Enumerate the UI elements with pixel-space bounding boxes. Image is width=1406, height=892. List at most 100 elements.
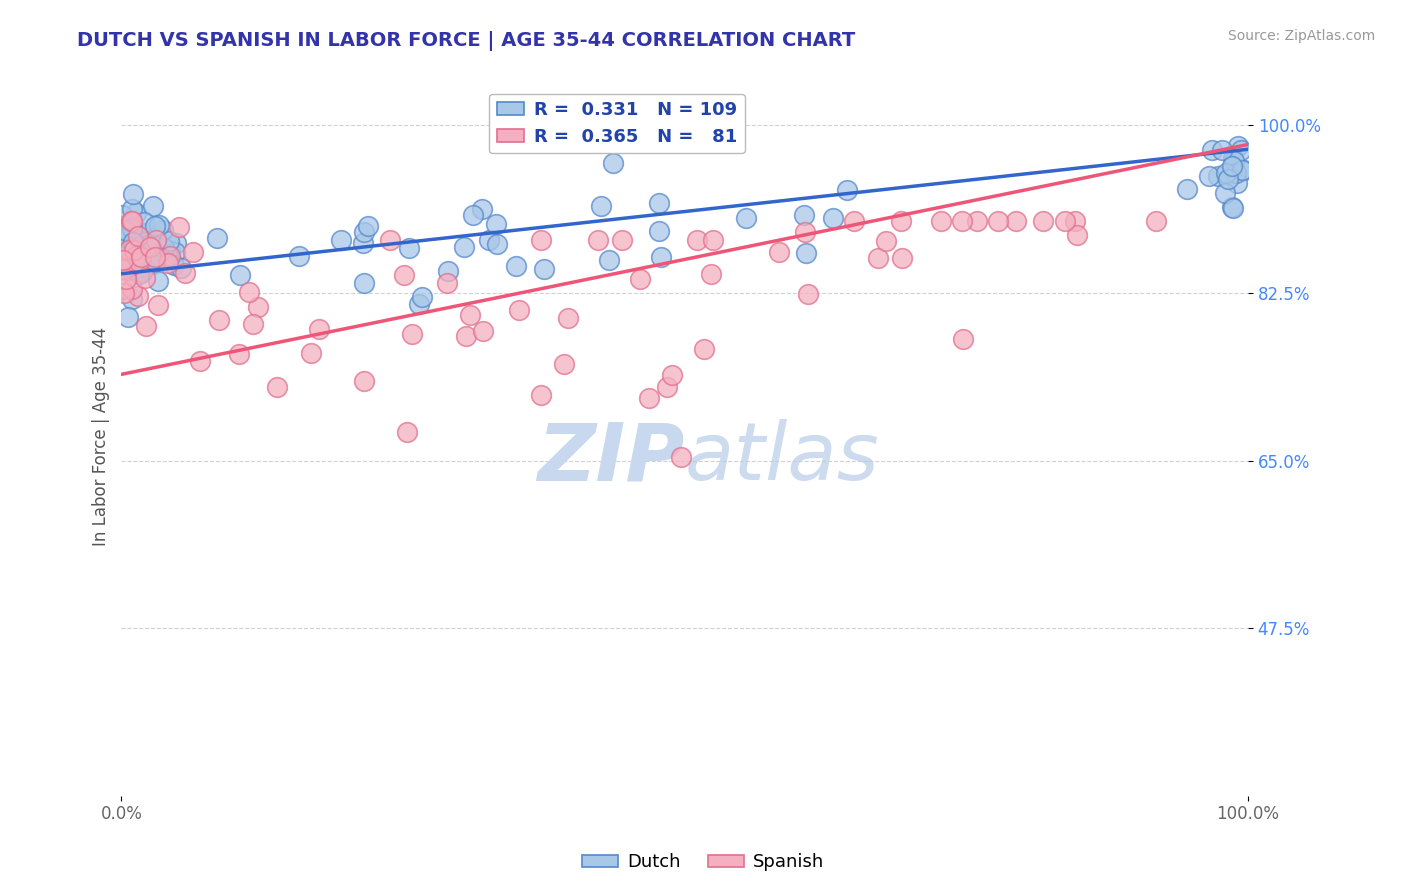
Point: [127, 229, 149, 244]
Y-axis label: In Labor Force | Age 35-44: In Labor Force | Age 35-44: [93, 327, 110, 546]
Point: [242, 318, 264, 332]
Legend: R =  0.331   N = 109, R =  0.365   N =   81: R = 0.331 N = 109, R = 0.365 N = 81: [489, 94, 745, 153]
Point: [1211, 143, 1233, 157]
Point: [734, 211, 756, 225]
Point: [661, 368, 683, 382]
Point: [1230, 163, 1253, 178]
Point: [117, 259, 139, 273]
Point: [145, 234, 167, 248]
Point: [121, 214, 143, 228]
Point: [162, 258, 184, 272]
Point: [121, 222, 143, 236]
Point: [1223, 154, 1246, 169]
Point: [114, 222, 136, 236]
Point: [1225, 166, 1247, 180]
Point: [966, 214, 988, 228]
Point: [669, 450, 692, 465]
Point: [1227, 138, 1250, 153]
Point: [952, 332, 974, 346]
Point: [128, 255, 150, 269]
Point: [112, 286, 135, 301]
Point: [648, 224, 671, 238]
Point: [266, 379, 288, 393]
Point: [136, 238, 159, 252]
Point: [1005, 214, 1028, 228]
Point: [395, 425, 418, 439]
Point: [353, 226, 375, 240]
Point: [553, 357, 575, 371]
Point: [112, 223, 135, 237]
Point: [411, 289, 433, 303]
Point: [125, 224, 148, 238]
Point: [146, 298, 169, 312]
Point: [868, 252, 890, 266]
Point: [246, 300, 269, 314]
Point: [508, 302, 530, 317]
Point: [114, 261, 136, 276]
Point: [602, 156, 624, 170]
Point: [794, 225, 817, 239]
Point: [453, 240, 475, 254]
Point: [120, 260, 142, 275]
Point: [159, 243, 181, 257]
Point: [114, 228, 136, 243]
Point: [121, 293, 143, 307]
Point: [159, 249, 181, 263]
Point: [1222, 201, 1244, 215]
Point: [122, 260, 145, 274]
Point: [188, 353, 211, 368]
Point: [485, 236, 508, 251]
Point: [398, 241, 420, 255]
Point: [153, 241, 176, 255]
Point: [135, 319, 157, 334]
Text: Source: ZipAtlas.com: Source: ZipAtlas.com: [1227, 29, 1375, 43]
Point: [586, 233, 609, 247]
Point: [167, 220, 190, 235]
Point: [1226, 177, 1249, 191]
Point: [141, 237, 163, 252]
Point: [693, 343, 716, 357]
Text: atlas: atlas: [685, 419, 880, 497]
Point: [125, 236, 148, 251]
Point: [112, 253, 135, 268]
Point: [530, 233, 553, 247]
Point: [408, 297, 430, 311]
Point: [122, 235, 145, 249]
Point: [505, 260, 527, 274]
Point: [117, 310, 139, 324]
Point: [793, 208, 815, 222]
Point: [436, 276, 458, 290]
Point: [1229, 143, 1251, 157]
Point: [890, 251, 912, 265]
Legend: Dutch, Spanish: Dutch, Spanish: [575, 847, 831, 879]
Point: [142, 199, 165, 213]
Point: [352, 235, 374, 250]
Point: [148, 218, 170, 232]
Point: [111, 235, 134, 250]
Point: [987, 214, 1010, 228]
Point: [392, 268, 415, 282]
Point: [598, 252, 620, 267]
Point: [823, 211, 845, 225]
Point: [471, 202, 494, 216]
Point: [530, 388, 553, 402]
Point: [228, 346, 250, 360]
Point: [111, 219, 134, 233]
Point: [844, 214, 866, 228]
Point: [796, 287, 818, 301]
Point: [533, 262, 555, 277]
Point: [238, 285, 260, 299]
Point: [157, 234, 180, 248]
Point: [436, 264, 458, 278]
Point: [111, 252, 134, 267]
Point: [112, 258, 135, 272]
Point: [1206, 169, 1229, 183]
Point: [1198, 169, 1220, 184]
Point: [138, 238, 160, 252]
Point: [149, 252, 172, 266]
Text: DUTCH VS SPANISH IN LABOR FORCE | AGE 35-44 CORRELATION CHART: DUTCH VS SPANISH IN LABOR FORCE | AGE 35…: [77, 31, 856, 51]
Point: [143, 251, 166, 265]
Point: [125, 206, 148, 220]
Point: [357, 219, 380, 233]
Point: [148, 274, 170, 288]
